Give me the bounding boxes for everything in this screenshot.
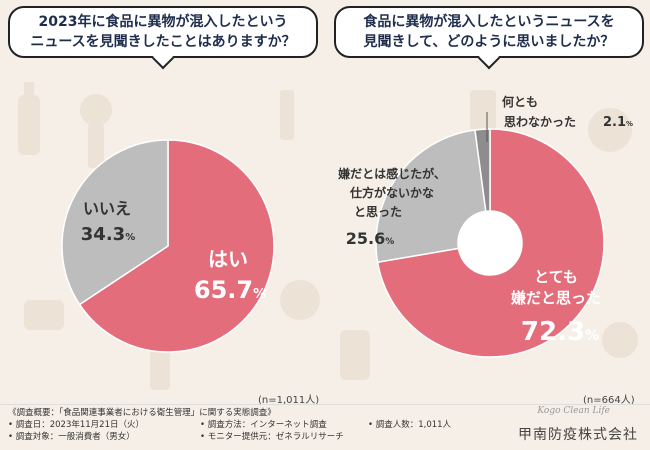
right-sample-size: (n=664人) xyxy=(583,395,635,406)
company-name: 甲南防疫株式会社 xyxy=(518,427,638,443)
pie1-value-0: 72.3% xyxy=(521,317,599,347)
pie1-label-2a: 何とも xyxy=(502,94,538,109)
question-right-line2: 見聞きして、どのように思いましたか？ xyxy=(363,34,615,50)
question-right-bubble: 食品に異物が混入したというニュースを 見聞きして、どのように思いましたか？ xyxy=(334,6,644,70)
pie1-value-2: 2.1% xyxy=(603,115,633,130)
pie1-label-1a: 嫌だとは感じたが、 xyxy=(337,166,446,181)
pie0-slice-1 xyxy=(61,139,169,306)
survey-method: • 調査方法：インターネット調査 xyxy=(200,420,327,430)
pie1-label-0b: 嫌だと思った xyxy=(510,289,601,307)
question-right-line1: 食品に異物が混入したというニュースを xyxy=(363,14,615,30)
survey-monitor: • モニター提供元：ゼネラルリサーチ xyxy=(200,432,344,442)
pie0-value-0: 65.7% xyxy=(194,276,266,304)
survey-date: • 調査日：2023年11月21日（火） xyxy=(8,420,144,430)
pie0-label-1: いいえ xyxy=(83,199,131,218)
survey-target: • 調査対象：一般消費者（男女） xyxy=(8,432,135,442)
pie0-slice-0 xyxy=(78,139,275,353)
pie1-label-2b: 思わなかった xyxy=(504,115,576,129)
company-script-logo: Kogo Clean Life xyxy=(537,406,610,416)
question-left-line1: 2023年に食品に異物が混入したという xyxy=(38,14,288,30)
pie1-label-1c: と思った xyxy=(354,205,402,219)
pie0-label-0: はい xyxy=(208,247,248,271)
left-sample-size: (n=1,011人) xyxy=(258,395,320,406)
pie1-label-0a: とても xyxy=(534,268,578,286)
question-left-bubble: 2023年に食品に異物が混入したという ニュースを見聞きしたことはありますか？ xyxy=(8,6,318,70)
pie1-center-hole xyxy=(458,211,522,275)
pie1-label-1b: 仕方がないかな xyxy=(349,185,434,200)
pie1-value-1: 25.6% xyxy=(346,229,395,248)
question-left-line2: ニュースを見聞きしたことはありますか？ xyxy=(30,34,296,50)
footer-divider xyxy=(0,404,650,405)
survey-count: • 調査人数：1,011人 xyxy=(368,420,452,430)
survey-summary: 《調査概要：「食品関連事業者における衛生管理」に関する実態調査》 xyxy=(8,408,276,418)
pie0-value-1: 34.3% xyxy=(81,224,135,245)
